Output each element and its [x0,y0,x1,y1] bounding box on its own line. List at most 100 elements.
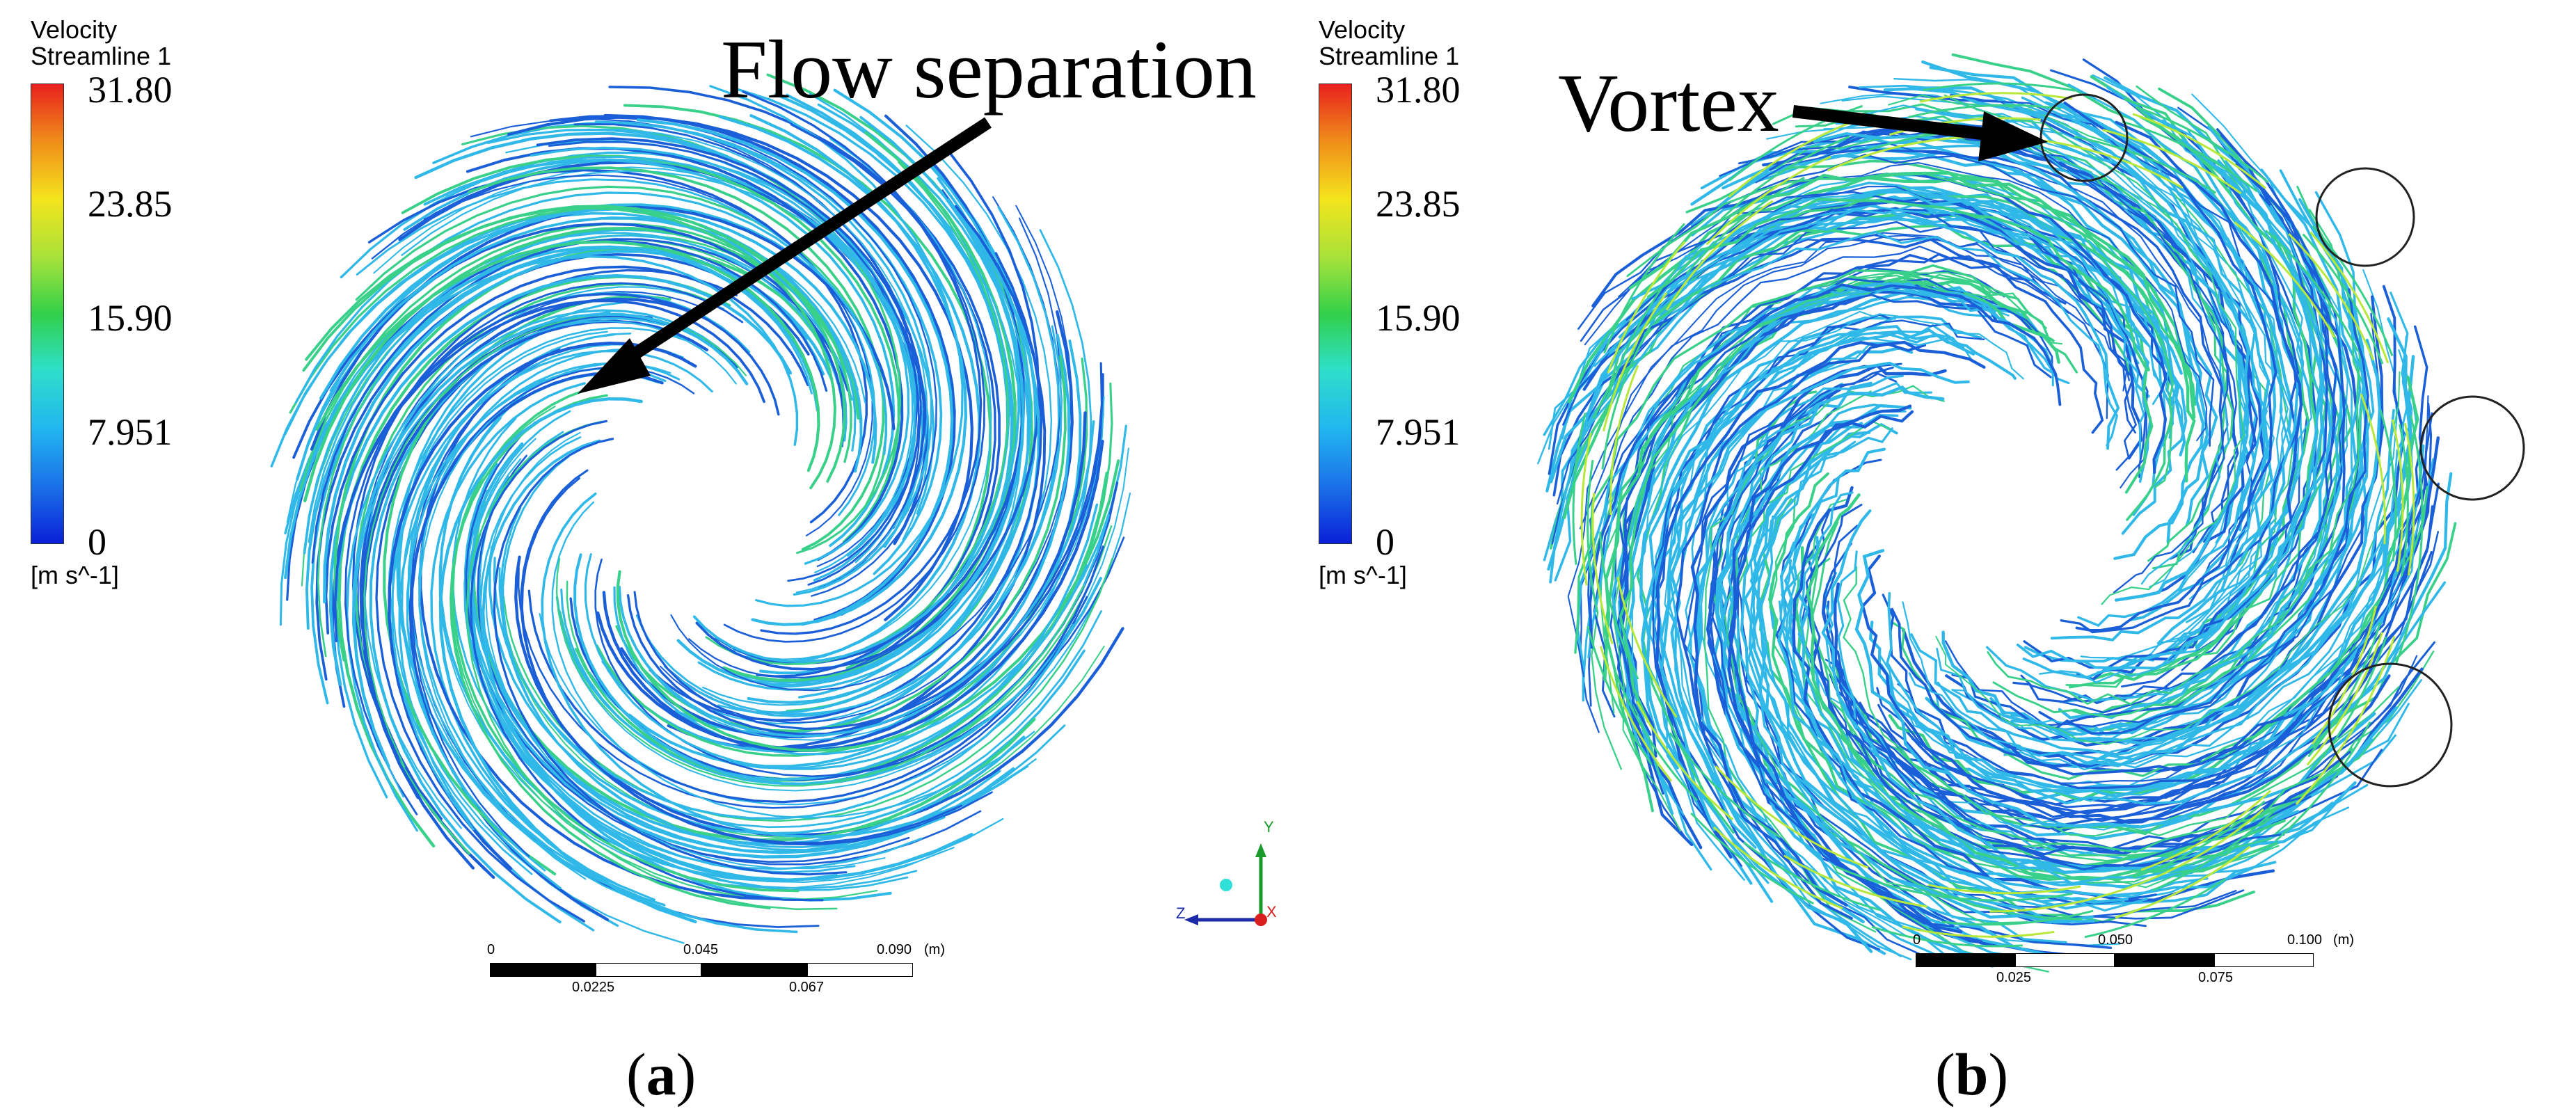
streamline [1743,422,2095,924]
streamline [1616,253,2067,736]
streamline [419,346,780,901]
streamline [315,240,820,472]
streamline [1833,582,2424,855]
streamline [1557,214,2140,526]
tick-label: 23.85 [1376,183,1461,225]
streamline [1908,392,2412,769]
streamline [1587,282,2070,659]
streamline [2080,74,2313,659]
streamline [472,500,1036,842]
streamline [695,146,1040,671]
streamline [409,333,646,900]
vortex-marker-circle [2315,167,2415,267]
streamline [363,286,725,829]
streamline [1854,549,2376,829]
streamline [635,325,1063,715]
streamline [1580,92,2415,938]
vortex-marker-circle [2040,93,2129,182]
streamline [756,123,996,678]
streamline [2063,101,2277,632]
streamline [319,207,877,464]
tick-label-max: 31.80 [1376,69,1461,111]
streamline [1690,363,1947,907]
streamline [388,341,697,870]
streamline [633,362,1103,730]
streamline [466,147,904,561]
streamline [414,131,918,557]
unit-label: [m s^-1] [1319,561,1407,589]
streamline [1822,525,2339,854]
streamline [1747,427,2067,943]
legend-title-line2: Streamline 1 [1319,42,1460,70]
streamline [1674,342,1927,920]
streamline [1572,82,2424,948]
streamline [1712,151,2218,527]
streamline [1861,555,2391,824]
origin-icon [1255,914,1267,926]
scale-label: 0.067 [789,980,825,995]
panel-label-a: (a) [626,1041,697,1108]
velocity-colorbar [31,83,64,544]
tick-label-max: 31.80 [88,69,173,111]
streamline [1843,566,2400,837]
axis-label-y: Y [1264,818,1274,836]
streamline [1646,330,1975,885]
vortex-marker-circle [2328,662,2453,788]
tick-label-min: 0 [88,521,106,563]
streamline [470,420,824,902]
scale-label: 0 [487,942,495,957]
streamline [1591,117,2404,913]
streamline [573,123,922,582]
axis-triad: Y Z X [1176,818,1277,926]
streamline [1712,404,1975,958]
streamline [1891,508,2422,776]
tick-label-min: 0 [1376,521,1394,563]
streamline [418,348,655,901]
streamline [1641,325,2017,770]
streamline [493,438,848,876]
streamline [1580,191,2138,471]
streamline [1987,209,2362,706]
streamline [2050,86,2300,641]
streamline [584,553,1088,770]
streamline [1943,94,2245,605]
streamline [520,469,963,844]
streamline [1669,346,1914,953]
streamline [305,246,825,630]
streamline [333,292,780,643]
streamline [308,234,853,543]
streamline [438,378,838,882]
streamlines [1537,53,2457,973]
unit-label: [m s^-1] [31,561,119,589]
streamline [1824,572,2410,861]
annotation-arrow-shaft [609,117,992,374]
scale-segment [596,963,701,977]
scale-label: 0.075 [2198,970,2234,985]
axis-label-x: X [1266,903,1277,920]
streamline [1780,476,2255,898]
streamline [485,431,886,870]
streamline [502,557,1113,822]
streamline [1655,340,1986,859]
streamline [1907,86,2250,602]
streamline [618,420,1095,738]
legend-title-line1: Velocity [1319,15,1406,44]
streamline [1902,493,2417,771]
streamline [1882,118,2229,593]
streamline [732,138,992,660]
streamline [594,120,933,596]
streamline [1567,232,2095,678]
scale-label: 0.0225 [572,980,615,995]
scale-segment [807,963,913,977]
streamline [1603,279,2060,682]
streamline [1628,171,2196,483]
streamline [514,555,1124,837]
streamline [573,553,1102,786]
legend-title-line1: Velocity [31,15,118,44]
streamline [1951,288,2369,735]
streamline [1589,283,2062,649]
streamline [346,309,732,832]
streamline [1893,78,2294,641]
scale-segment [490,963,596,977]
streamline [1601,205,2166,447]
